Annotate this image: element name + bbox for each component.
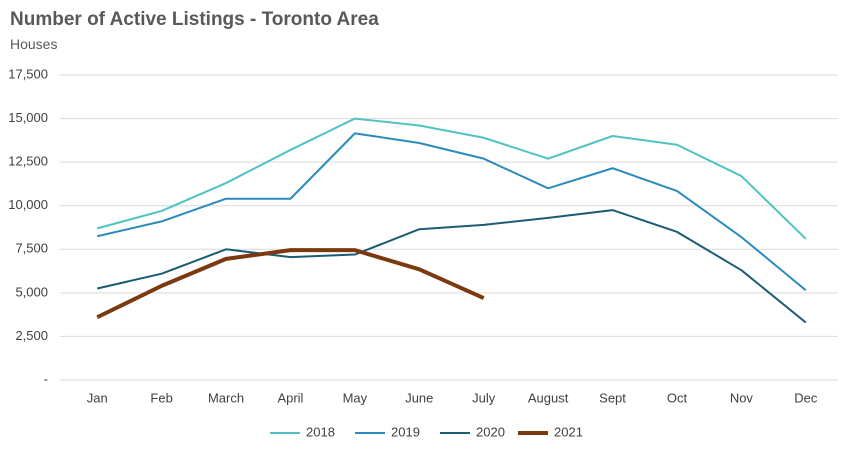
- x-tick-label: April: [277, 390, 303, 405]
- y-tick-label: 5,000: [15, 284, 48, 299]
- legend-label: 2020: [476, 424, 505, 439]
- x-tick-label: Dec: [794, 390, 818, 405]
- x-tick-label: Oct: [667, 390, 688, 405]
- y-tick-label: -: [44, 371, 48, 386]
- series-line: [96, 209, 807, 324]
- y-tick-label: 2,500: [15, 328, 48, 343]
- y-tick-label: 10,000: [8, 197, 48, 212]
- x-tick-label: Feb: [150, 390, 172, 405]
- x-tick-label: Sept: [599, 390, 626, 405]
- y-tick-label: 15,000: [8, 110, 48, 125]
- legend-label: 2021: [554, 424, 583, 439]
- y-tick-label: 12,500: [8, 154, 48, 169]
- y-tick-label: 7,500: [15, 241, 48, 256]
- legend-label: 2019: [391, 424, 420, 439]
- legend-label: 2018: [306, 424, 335, 439]
- series-line: [96, 248, 485, 320]
- y-tick-label: 17,500: [8, 66, 48, 81]
- x-tick-label: Jan: [87, 390, 108, 405]
- x-tick-label: July: [472, 390, 496, 405]
- series-line: [96, 117, 807, 240]
- series-line: [96, 132, 807, 292]
- x-tick-label: Nov: [730, 390, 754, 405]
- x-tick-label: June: [405, 390, 433, 405]
- chart-title: Number of Active Listings - Toronto Area: [10, 9, 379, 30]
- x-tick-label: March: [208, 390, 244, 405]
- x-tick-label: May: [343, 390, 368, 405]
- x-tick-label: August: [528, 390, 569, 405]
- chart-subtitle: Houses: [10, 36, 57, 52]
